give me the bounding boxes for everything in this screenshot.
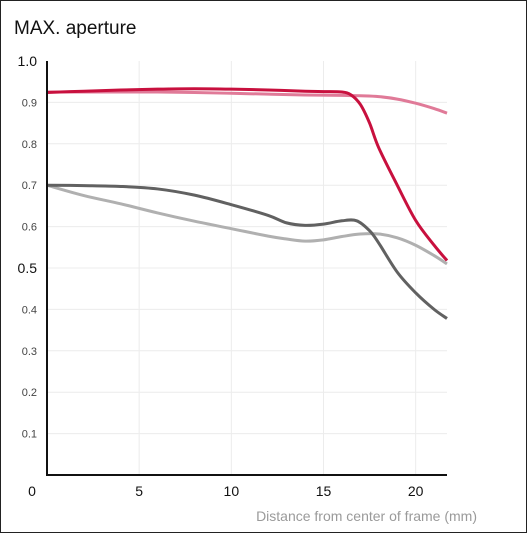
series-line-2 — [46, 87, 449, 262]
y-tick-label: 0.7 — [22, 180, 37, 192]
y-tick-label: 0.8 — [22, 139, 37, 151]
y-tick-label: 0.2 — [22, 387, 37, 399]
y-tick-label: 0.6 — [22, 222, 37, 234]
chart-title: MAX. aperture — [14, 18, 137, 39]
x-tick-label: 0 — [28, 483, 36, 499]
tick-labels: 0 5 10 15 20 0.1 0.2 0.3 0.4 0.5 0.6 0.7 0.8 0.9 1.0 — [18, 53, 424, 499]
x-axis-label: Distance from center of frame (mm) — [256, 508, 477, 524]
x-tick-label: 5 — [135, 483, 143, 499]
y-tick-label: 0.1 — [22, 429, 37, 441]
x-tick-label: 20 — [408, 483, 424, 499]
series-line-4 — [46, 183, 448, 320]
axes — [46, 61, 447, 476]
y-tick-label: 0.3 — [22, 346, 37, 358]
y-tick-label: 0.5 — [18, 260, 38, 276]
series-line-1 — [47, 90, 448, 115]
y-tick-label: 0.4 — [22, 304, 37, 316]
grid — [47, 61, 447, 475]
x-tick-label: 10 — [224, 483, 240, 499]
y-tick-label: 0.9 — [22, 97, 37, 109]
series-line-3 — [46, 183, 448, 266]
x-tick-label: 15 — [316, 483, 332, 499]
series-layer — [46, 87, 449, 320]
y-tick-label: 1.0 — [18, 53, 38, 69]
